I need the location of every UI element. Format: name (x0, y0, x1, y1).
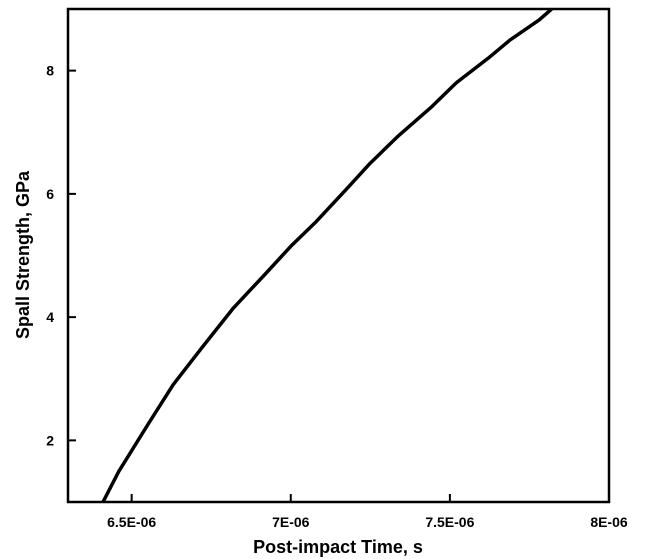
x-tick-label-1: 7E-06 (272, 514, 310, 530)
y-tick-label-3: 8 (46, 63, 54, 79)
series-group (103, 9, 552, 502)
x-tick-label-2: 7.5E-06 (425, 514, 474, 530)
y-tick-label-2: 6 (46, 186, 54, 202)
y-tick-label-1: 4 (46, 309, 54, 325)
x-axis-label: Post-impact Time, s (253, 537, 423, 557)
x-tick-label-0: 6.5E-06 (107, 514, 156, 530)
y-tick-label-0: 2 (46, 432, 54, 448)
series-line-0 (103, 9, 552, 502)
tick-marks (68, 71, 609, 502)
y-axis-label: Spall Strength, GPa (13, 170, 33, 339)
x-tick-label-3: 8E-06 (590, 514, 628, 530)
plot-frame (68, 9, 609, 502)
tick-labels: 6.5E-06 7E-06 7.5E-06 8E-06 2 4 6 8 (46, 63, 628, 530)
